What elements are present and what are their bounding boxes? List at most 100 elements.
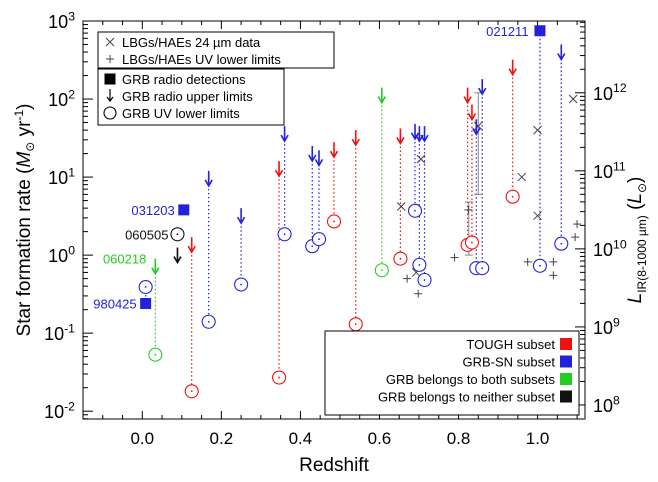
x-stroke	[517, 172, 527, 182]
y-tick-label: 101	[48, 166, 75, 189]
y2-tick-label: 109	[593, 315, 620, 338]
radio-detection-square	[140, 297, 152, 309]
circle-dot	[176, 233, 179, 236]
lbg-markers	[396, 94, 582, 298]
y2-tick-label: 1010	[593, 237, 627, 260]
arrow-head	[236, 216, 246, 225]
uv-lower-limit-circle	[475, 261, 490, 276]
upper-limit-arrow	[351, 130, 360, 147]
lbg-uv-lower-marker	[549, 257, 558, 266]
arrow-head	[351, 138, 360, 147]
arrow-head	[314, 158, 324, 167]
y2-tick-label: 1012	[593, 81, 627, 104]
uv-lower-limit-circle	[138, 279, 153, 295]
arrow-head	[478, 87, 487, 96]
grb-name-label: 060218	[103, 252, 146, 267]
uv-lower-limit-circle	[505, 189, 520, 204]
uv-lower-limit-circle	[464, 235, 480, 250]
circle-dot	[418, 263, 421, 266]
uv-lower-limit-circle	[277, 227, 292, 242]
upper-limit-arrow	[557, 44, 566, 62]
y-axis: 10-2 10-1 100 101 102 103	[44, 9, 93, 422]
uv-lower-limit-circle	[326, 214, 342, 229]
lbg-24um-marker	[517, 172, 527, 182]
legend-subsets-box	[324, 330, 580, 416]
x-tick-label: 0.0	[130, 429, 154, 448]
upper-limit-arrow	[396, 128, 405, 146]
legends: LBGs/HAEs 24 µm data LBGs/HAEs UV lower l…	[97, 31, 580, 416]
legend-subset-swatch	[560, 373, 572, 385]
arrow-head	[280, 134, 289, 143]
radio-detection-square	[178, 204, 190, 216]
arrow-head	[329, 150, 339, 159]
circle-dot	[333, 220, 335, 223]
circle-dot	[481, 267, 484, 270]
lbg-24um-marker	[533, 211, 542, 221]
legend-lbg-uv-symbol	[106, 55, 114, 63]
x-stroke	[396, 202, 406, 211]
arrow-head	[420, 134, 429, 143]
circle-dot	[511, 195, 514, 198]
circle-dot	[154, 353, 157, 356]
uv-lower-limit-circle	[374, 263, 389, 278]
circle-dot	[278, 376, 280, 379]
legend-arrow-head	[106, 96, 114, 102]
lbg-24um-marker	[396, 202, 406, 211]
x-stroke	[533, 211, 542, 221]
uv-lower-limit-circle	[348, 317, 363, 332]
radio-detection-square	[534, 25, 546, 37]
legend-lbg-label: LBGs/HAEs UV lower limits	[122, 52, 281, 67]
x-tick-label: 0.8	[447, 429, 471, 448]
arrow-head	[187, 245, 196, 254]
x-tick-label: 0.6	[368, 429, 392, 448]
uv-lower-limit-circle	[272, 370, 287, 385]
upper-limit-arrow	[308, 146, 317, 163]
y-tick-label: 103	[48, 9, 75, 32]
grb-markers	[138, 25, 569, 399]
x-axis: 0.0 0.2 0.4 0.6 0.8 1.0	[102, 21, 578, 448]
upper-limit-arrow	[410, 123, 420, 141]
circle-dot	[354, 323, 357, 326]
legend-grb-label: GRB radio detections	[122, 72, 246, 87]
y-tick-label: 10-1	[44, 322, 75, 345]
uv-lower-limit-circle	[417, 272, 432, 288]
arrow-head	[274, 169, 284, 178]
legend-lbg: LBGs/HAEs 24 µm data LBGs/HAEs UV lower l…	[97, 31, 335, 69]
legend-lbg-box	[97, 31, 335, 69]
legend-grb-box	[97, 68, 285, 126]
circle-dot	[283, 233, 286, 236]
legend-subset-swatch	[560, 390, 572, 403]
uv-lower-limit-circle	[554, 236, 569, 251]
arrow-head	[508, 68, 517, 77]
uv-lower-limit-circle	[532, 258, 547, 273]
arrow-head	[204, 179, 213, 188]
upper-limit-arrow	[420, 126, 429, 143]
uv-lower-limit-circle	[201, 314, 216, 329]
legend-lbg-label: LBGs/HAEs 24 µm data	[122, 35, 261, 50]
arrow-head	[396, 137, 405, 146]
legend-subsets: TOUGH subset GRB-SN subset GRB belongs to …	[324, 330, 580, 416]
circle-dot	[423, 279, 426, 281]
upper-limit-arrow	[314, 150, 324, 167]
circle-dot	[240, 283, 243, 286]
uv-lower-limit-circle	[234, 277, 249, 292]
lbg-24um-marker	[533, 125, 542, 135]
arrow-head	[463, 96, 472, 105]
legend-grb: GRB radio detections GRB radio upper limi…	[97, 68, 285, 126]
upper-limit-arrow	[280, 126, 289, 143]
lbg-uv-lower-marker	[523, 257, 532, 266]
x-stroke	[533, 125, 542, 135]
circle-dot	[414, 209, 416, 212]
y-tick-label: 100	[48, 244, 75, 267]
uv-lower-limit-circle	[170, 227, 185, 242]
upper-limit-arrow	[204, 170, 213, 188]
y-tick-label: 102	[48, 87, 75, 110]
uv-lower-limit-circle	[393, 251, 408, 266]
arrow-head	[308, 154, 317, 163]
plot-frame	[82, 20, 586, 420]
grb-name-label: 021211	[486, 24, 528, 39]
upper-limit-arrow	[478, 79, 487, 96]
upper-limit-arrow	[274, 161, 284, 178]
